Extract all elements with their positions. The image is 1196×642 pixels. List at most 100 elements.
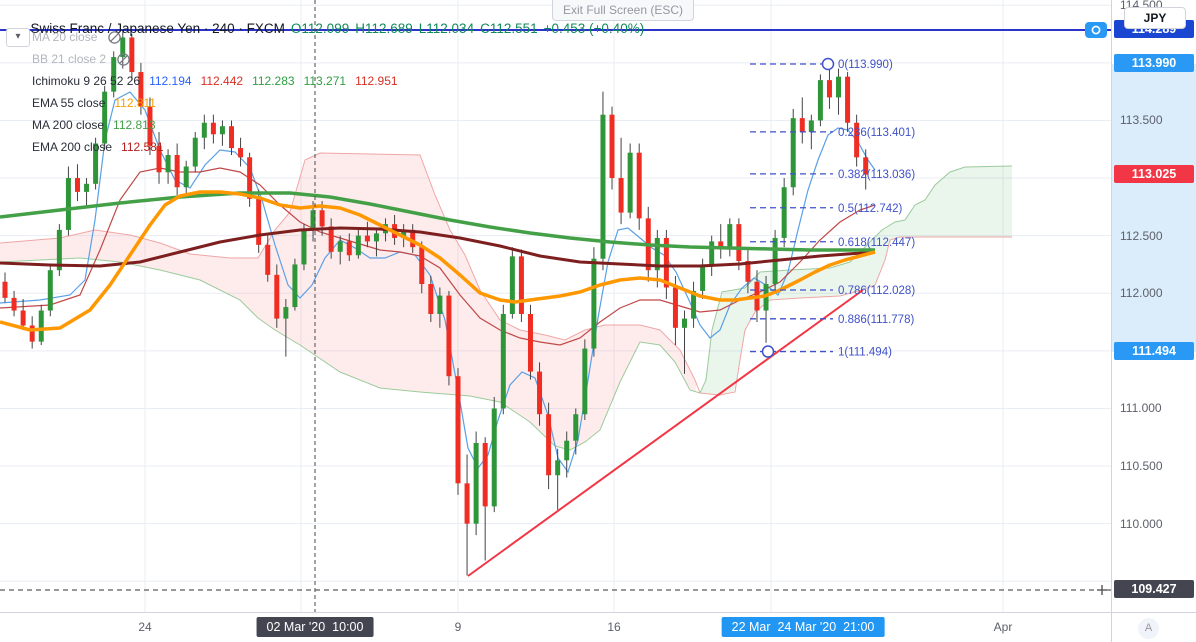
candle-body xyxy=(555,460,561,476)
candle-body xyxy=(373,233,379,242)
candle-body xyxy=(781,187,787,238)
candle-body xyxy=(401,229,407,238)
candle-body xyxy=(20,310,26,326)
candle-body xyxy=(256,198,262,245)
candle-body xyxy=(419,247,425,285)
candle-body xyxy=(364,235,370,242)
ichimoku-cloud xyxy=(0,153,696,450)
legend-value: 112.951 xyxy=(355,74,398,88)
candle-body xyxy=(718,241,724,250)
candle-body xyxy=(65,178,71,230)
candle-body xyxy=(836,76,842,98)
ohlc-change: +0.453 (+0.40%) xyxy=(543,21,645,36)
candle-body xyxy=(56,229,62,271)
fib-level-label: 0.5(112.742) xyxy=(838,203,903,215)
candle-body xyxy=(573,414,579,441)
candle-body xyxy=(863,157,869,175)
symbol-header[interactable]: Swiss Franc / Japanese Yen · 240 · FXCM O… xyxy=(8,6,645,51)
legend-value: 112.581 xyxy=(121,140,164,154)
candle-body xyxy=(138,72,144,107)
candle-body xyxy=(292,264,298,308)
candle-body xyxy=(654,237,660,271)
chart-canvas[interactable]: 0(113.990) 0.236(113.401) 0.382(113.036) 0.… xyxy=(0,0,1111,612)
fib-range-time-badge: 22 Mar 24 Mar '20 21:00 xyxy=(721,617,885,637)
candle-body xyxy=(102,91,108,144)
candle-body xyxy=(29,325,35,342)
candle-body xyxy=(219,126,225,135)
legend-row-ichimoku-9-26-52-26[interactable]: Ichimoku 9 26 52 26 112.194 112.442 112.283… xyxy=(32,70,398,92)
symbol-title[interactable]: Swiss Franc / Japanese Yen · 240 · FXCM xyxy=(30,21,285,36)
fib-level-label: 0.886(111.778) xyxy=(838,314,914,326)
chevron-down-icon[interactable]: ▾ xyxy=(6,28,30,47)
candle-body xyxy=(446,295,452,377)
candle-body xyxy=(328,226,334,252)
candle-body xyxy=(854,122,860,158)
chart-area[interactable]: 0(113.990) 0.236(113.401) 0.382(113.036) 0.… xyxy=(0,0,1111,612)
price-axis[interactable]: JPY 114.500113.500112.500112.000111.0001… xyxy=(1111,0,1196,612)
legend-row-ma-20-close[interactable]: MA 20 close xyxy=(32,26,398,48)
candle-body xyxy=(682,318,687,328)
legend-row-ema-200-close[interactable]: EMA 200 close 112.581 xyxy=(32,136,398,158)
ohlc-close: C112.551 xyxy=(480,21,538,36)
exit-fullscreen-tooltip: Exit Full Screen (ESC) xyxy=(552,0,695,21)
candle-body xyxy=(428,284,434,314)
legend-values: 112.194 112.442 112.283 113.271 112.951 xyxy=(140,74,398,88)
candle-body xyxy=(238,148,244,158)
candle-body xyxy=(745,260,751,282)
legend-row-bb-21-close-2[interactable]: BB 21 close 2 xyxy=(32,48,398,70)
fib-level-label: 0.786(112.028) xyxy=(838,285,915,297)
legend-row-ma-200-close[interactable]: MA 200 close 112.813 xyxy=(32,114,398,136)
legend-value: 112.811 xyxy=(114,96,156,110)
time-axis[interactable]: 02 Mar '20 10:00 22 Mar 24 Mar '20 21:00… xyxy=(0,612,1196,642)
candle-body xyxy=(111,57,117,92)
price-tick-label: 111.000 xyxy=(1120,401,1162,416)
eye-off-icon[interactable] xyxy=(116,52,131,67)
exchange-label: FXCM xyxy=(246,21,285,36)
candle-body xyxy=(464,483,470,524)
candle-body xyxy=(74,178,80,192)
candle-body xyxy=(192,137,198,167)
trendline xyxy=(467,289,864,577)
fib-level-label: 1(111.494) xyxy=(838,347,892,359)
axis-corner-separator xyxy=(1111,612,1112,642)
candle-body xyxy=(691,290,697,319)
ichimoku-cloud xyxy=(700,166,1012,395)
ohlc-open: O112.099 xyxy=(290,21,350,36)
alert-icon xyxy=(1085,22,1107,38)
senkou-b-line xyxy=(0,152,1012,396)
candle-body xyxy=(564,440,570,461)
time-tick-label: 16 xyxy=(607,620,621,634)
legend-row-ema-55-close[interactable]: EMA 55 close 112.811 xyxy=(32,92,398,114)
candle-body xyxy=(609,114,615,179)
legend-label: EMA 55 close xyxy=(32,96,106,110)
candle-body xyxy=(627,152,633,213)
candle-body xyxy=(201,122,207,138)
candle-body xyxy=(473,443,479,524)
legend-label: MA 200 close xyxy=(32,118,105,132)
fib-level-label: 0.382(113.036) xyxy=(838,169,915,181)
currency-toggle-button[interactable]: JPY xyxy=(1124,7,1186,29)
ema200-line xyxy=(0,226,876,268)
candle-body xyxy=(826,80,832,98)
fib-level-label: 0.618(112.447) xyxy=(838,237,915,249)
candle-body xyxy=(93,143,99,184)
candle-body xyxy=(582,348,588,415)
candle-body xyxy=(274,274,280,319)
price-badge-109.427: 109.427 xyxy=(1114,579,1194,598)
candle-body xyxy=(247,157,253,199)
auto-scale-button[interactable]: A xyxy=(1138,618,1159,639)
fib-range-axis-highlight xyxy=(1112,64,1196,352)
candle-body xyxy=(337,241,343,252)
eye-off-icon[interactable] xyxy=(107,30,122,45)
candle-body xyxy=(283,307,289,319)
alert-icon-glyph xyxy=(1091,25,1101,35)
ma200-line xyxy=(0,191,875,252)
candle-body xyxy=(600,114,606,259)
candle-body xyxy=(709,241,715,265)
candle-body xyxy=(174,155,180,188)
price-tick-label: 113.500 xyxy=(1120,113,1163,128)
candle-body xyxy=(355,235,361,256)
candle-body xyxy=(537,371,543,415)
candle-body xyxy=(817,80,823,121)
